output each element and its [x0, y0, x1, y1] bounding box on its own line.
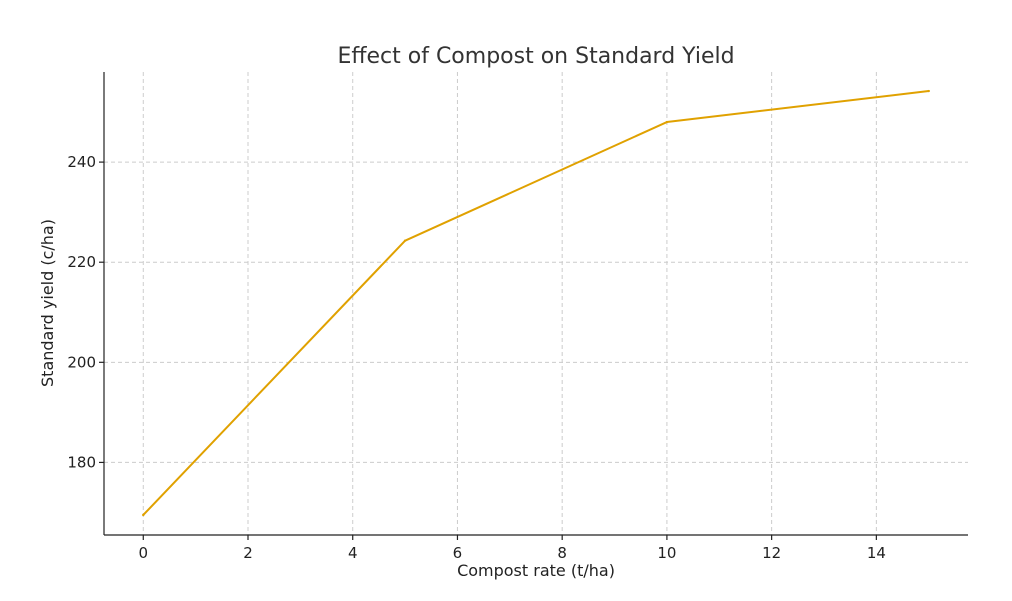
data-point [665, 120, 669, 124]
y-tick-label: 240 [67, 153, 96, 171]
x-tick-label: 8 [557, 544, 567, 562]
x-tick-label: 2 [243, 544, 253, 562]
series-layer [142, 89, 930, 517]
y-axis-label: Standard yield (c/ha) [38, 219, 57, 387]
data-point [927, 89, 930, 93]
x-tick-label: 14 [867, 544, 886, 562]
chart-title: Effect of Compost on Standard Yield [337, 44, 734, 69]
axes [103, 72, 968, 536]
x-tick-label: 6 [453, 544, 463, 562]
y-axis-ticks: 180 200 220 240 [67, 153, 104, 471]
data-point [403, 239, 407, 242]
y-tick-label: 200 [67, 353, 96, 371]
y-tick-label: 180 [67, 453, 96, 471]
x-axis-ticks: 0 2 4 6 8 10 12 14 [138, 535, 886, 562]
x-tick-label: 12 [762, 544, 781, 562]
x-tick-label: 10 [657, 544, 676, 562]
x-tick-label: 4 [348, 544, 358, 562]
series-line-standard-yield [142, 90, 930, 516]
data-point [142, 513, 145, 517]
grid [104, 72, 968, 535]
x-tick-label: 0 [138, 544, 148, 562]
y-tick-label: 220 [67, 253, 96, 271]
x-axis-label: Compost rate (t/ha) [457, 561, 615, 580]
